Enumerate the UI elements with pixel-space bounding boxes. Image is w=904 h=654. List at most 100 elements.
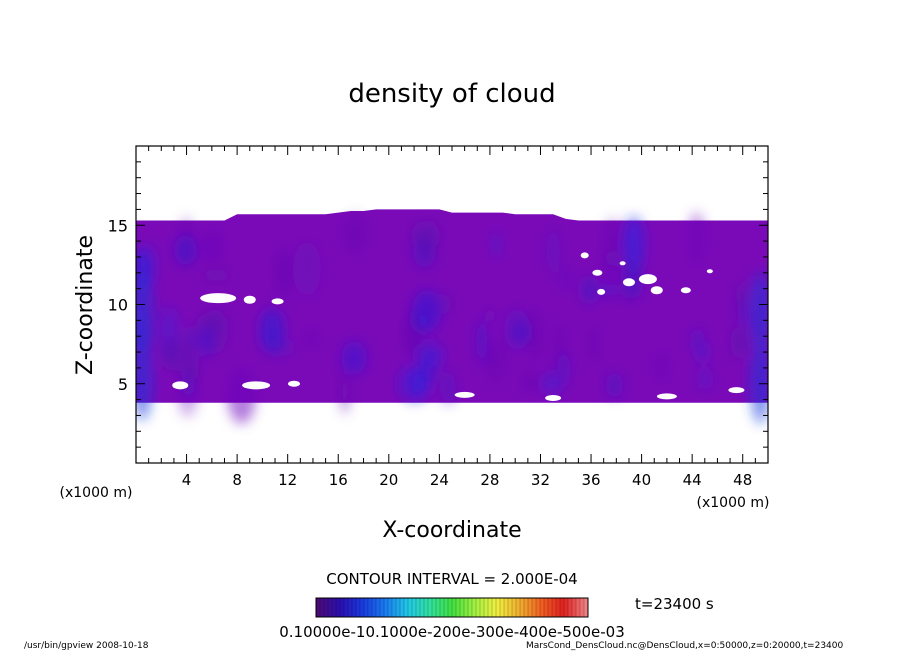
colorbar-segment: [448, 598, 453, 617]
colorbar-segment: [528, 598, 533, 617]
cloud-texture-blob: [750, 272, 768, 353]
colorbar-segment: [460, 598, 465, 617]
cloud-texture-blob: [275, 247, 291, 300]
colorbar-segment: [452, 598, 457, 617]
clear-patch: [597, 288, 606, 295]
clear-patch: [242, 381, 271, 390]
colorbar-frame: [315, 597, 589, 618]
cloud-texture-blob: [202, 326, 213, 357]
colorbar-segment: [512, 598, 517, 617]
colorbar-segment: [552, 598, 557, 617]
cloud-texture-blob: [541, 372, 562, 395]
x-tick-label: 32: [531, 471, 550, 489]
colorbar-segment: [420, 598, 425, 617]
cloud-texture-blob: [341, 341, 367, 375]
cloud-texture-blob: [687, 211, 706, 266]
cloud-texture-blob: [623, 216, 645, 272]
y-tick-label: 15: [108, 216, 128, 235]
cloud-texture-blob: [581, 276, 597, 304]
x-tick-label: 36: [581, 471, 600, 489]
cloud-texture-blob: [652, 351, 669, 382]
colorbar-segment: [384, 598, 389, 617]
x-tick-label: 4: [182, 471, 192, 489]
colorbar-segment: [344, 598, 349, 617]
colorbar-segment: [488, 598, 493, 617]
cloud-texture-blob: [484, 308, 497, 323]
x-tick-label: 16: [329, 471, 348, 489]
cloud-texture-blob: [200, 229, 224, 264]
x-axis-ticks: 4 8 12 16 20 24 28 32 36 40 44 48: [148, 146, 756, 489]
colorbar-segment: [376, 598, 381, 617]
y-tick-label: 5: [118, 375, 128, 394]
colorbar-segment: [444, 598, 449, 617]
colorbar-segment: [360, 598, 365, 617]
clear-patch: [728, 387, 745, 394]
cloud-texture-blob: [492, 231, 501, 258]
cloud-texture-blob: [341, 214, 370, 254]
colorbar-segment: [324, 598, 329, 617]
cloud-texture-blob: [521, 373, 540, 391]
colorbar-segment: [372, 598, 377, 617]
colorbar-segment: [532, 598, 537, 617]
cloud-texture-blob: [605, 373, 624, 398]
time-label: t=23400 s: [635, 595, 714, 613]
clear-patch: [545, 395, 562, 402]
colorbar-segment: [560, 598, 565, 617]
colorbar-segment: [440, 598, 445, 617]
colorbar-segment: [580, 598, 585, 617]
colorbar-segment: [364, 598, 369, 617]
clear-patches: [172, 252, 745, 402]
x-tick-label: 24: [430, 471, 449, 489]
y-tick-label: 10: [108, 296, 128, 315]
colorbar-segment: [424, 598, 429, 617]
cloud-texture-blob: [302, 328, 319, 348]
colorbar-segment: [572, 598, 577, 617]
colorbar-segment: [472, 598, 477, 617]
cloud-texture-blob: [516, 323, 527, 342]
clear-patch: [650, 286, 663, 295]
cloud-texture-blob: [735, 281, 752, 309]
colorbar-segment: [388, 598, 393, 617]
clear-patch: [200, 293, 237, 304]
colorbar-segment: [348, 598, 353, 617]
y-axis-label: Z-coordinate: [73, 235, 98, 375]
colorbar-segment: [536, 598, 541, 617]
cloud-texture-blob: [136, 340, 153, 421]
x-tick-label: 40: [632, 471, 651, 489]
colorbar-segment: [380, 598, 385, 617]
plot-area: [136, 209, 768, 424]
colorbar-segment: [504, 598, 509, 617]
colorbar-segment: [544, 598, 549, 617]
clear-patch: [680, 287, 691, 294]
colorbar-segment: [328, 598, 333, 617]
colorbar-segment: [456, 598, 461, 617]
clear-patch: [243, 295, 256, 304]
colorbar-segment: [484, 598, 489, 617]
cloud-texture-blob: [136, 272, 153, 353]
colorbar-segment: [500, 598, 505, 617]
colorbar-segment: [332, 598, 337, 617]
colorbar-segment: [468, 598, 473, 617]
cloud-texture-blob: [412, 289, 442, 332]
clear-patch: [619, 261, 626, 266]
cloud-texture-blob: [557, 350, 571, 386]
cloud-texture-blob: [227, 368, 256, 424]
colorbar-segment: [412, 598, 417, 617]
cloud-texture-blob: [292, 241, 322, 297]
cloud-texture-blob: [411, 220, 441, 251]
colorbar-segment: [404, 598, 409, 617]
clear-patch: [622, 278, 635, 287]
x-tick-label: 28: [480, 471, 499, 489]
colorbar-segment: [520, 598, 525, 617]
colorbar-segment: [496, 598, 501, 617]
colorbar-segment: [568, 598, 573, 617]
cloud-texture-blob: [202, 268, 231, 282]
x-tick-label: 48: [733, 471, 752, 489]
cloud-texture-blob: [179, 216, 194, 268]
contour-interval-label: CONTOUR INTERVAL = 2.000E-04: [326, 570, 577, 588]
cloud-texture-blob: [484, 340, 507, 382]
cloud-texture-blob: [421, 235, 433, 270]
colorbar-segment: [480, 598, 485, 617]
colorbar-segment: [352, 598, 357, 617]
